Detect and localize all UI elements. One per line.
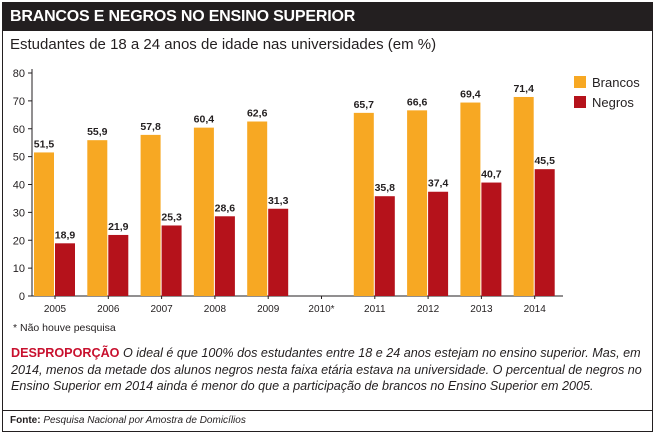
data-label: 69,4 <box>460 89 481 101</box>
data-label: 37,4 <box>428 178 449 190</box>
y-tick-label: 80 <box>13 68 25 80</box>
data-label: 35,8 <box>375 182 396 194</box>
data-label: 28,6 <box>215 202 236 214</box>
y-tick-label: 0 <box>19 291 25 303</box>
source-label: Fonte: <box>10 415 41 426</box>
x-tick-label: 2010* <box>308 304 334 315</box>
y-tick-label: 40 <box>13 180 25 192</box>
caption: DESPROPORÇÃO O ideal é que 100% dos estu… <box>11 345 647 395</box>
legend-swatch-brancos <box>574 76 586 88</box>
data-label: 45,5 <box>534 155 555 167</box>
infographic-frame <box>2 2 653 432</box>
bar-negros <box>108 234 129 296</box>
bar-brancos <box>513 96 534 296</box>
data-label: 25,3 <box>161 211 182 223</box>
title-bar: BRANCOS E NEGROS NO ENSINO SUPERIOR <box>3 3 652 31</box>
data-label: 62,6 <box>247 108 268 120</box>
bar-negros <box>55 243 75 296</box>
data-label: 21,9 <box>108 221 129 233</box>
x-tick-label: 2008 <box>204 304 227 315</box>
x-tick-label: 2005 <box>44 304 67 315</box>
chart-subtitle: Estudantes de 18 a 24 anos de idade nas … <box>10 36 437 53</box>
data-label: 18,9 <box>55 229 76 241</box>
legend-label-brancos: Brancos <box>592 75 640 90</box>
x-tick-label: 2009 <box>257 304 280 315</box>
x-tick-label: 2012 <box>417 304 440 315</box>
data-label: 40,7 <box>481 169 502 181</box>
x-tick-label: 2013 <box>470 304 493 315</box>
data-label: 55,9 <box>87 126 108 138</box>
bar-negros <box>534 169 555 296</box>
bar-brancos <box>353 112 374 296</box>
legend-swatch-negros <box>574 96 586 108</box>
bar-brancos <box>193 127 214 296</box>
x-tick-label: 2014 <box>524 304 547 315</box>
source-text: Pesquisa Nacional por Amostra de Domicíl… <box>40 415 246 426</box>
bar-brancos <box>407 110 428 296</box>
x-tick-label: 2007 <box>150 304 173 315</box>
bar-brancos <box>87 140 108 296</box>
bar-negros <box>428 191 449 296</box>
bar-negros <box>161 225 182 296</box>
y-tick-label: 50 <box>13 152 25 164</box>
caption-text: O ideal é que 100% dos estudantes entre … <box>11 346 642 393</box>
data-label: 71,4 <box>513 83 534 95</box>
bar-brancos <box>460 102 481 296</box>
bar-brancos <box>140 134 161 296</box>
bar-negros <box>268 208 289 296</box>
data-label: 66,6 <box>407 96 428 108</box>
y-tick-label: 70 <box>13 96 25 108</box>
data-label: 31,3 <box>268 195 289 207</box>
footnote: * Não houve pesquisa <box>13 322 116 334</box>
bar-negros <box>481 182 502 296</box>
data-label: 60,4 <box>194 114 215 126</box>
y-tick-label: 10 <box>13 263 25 275</box>
y-tick-label: 20 <box>13 235 25 247</box>
bar-brancos <box>34 152 54 296</box>
legend-label-negros: Negros <box>592 95 634 110</box>
bar-brancos <box>247 121 268 296</box>
data-label: 57,8 <box>140 121 161 133</box>
chart-title: BRANCOS E NEGROS NO ENSINO SUPERIOR <box>10 8 356 25</box>
y-tick-label: 30 <box>13 207 25 219</box>
data-label: 65,7 <box>354 99 375 111</box>
y-tick-label: 60 <box>13 124 25 136</box>
bar-negros <box>214 216 235 296</box>
x-tick-label: 2006 <box>97 304 120 315</box>
caption-lead: DESPROPORÇÃO <box>11 346 120 360</box>
divider <box>3 410 652 411</box>
data-label: 51,5 <box>34 138 55 150</box>
x-tick-label: 2011 <box>364 304 386 315</box>
bar-negros <box>374 196 395 296</box>
source-note: Fonte: Pesquisa Nacional por Amostra de … <box>10 415 246 426</box>
